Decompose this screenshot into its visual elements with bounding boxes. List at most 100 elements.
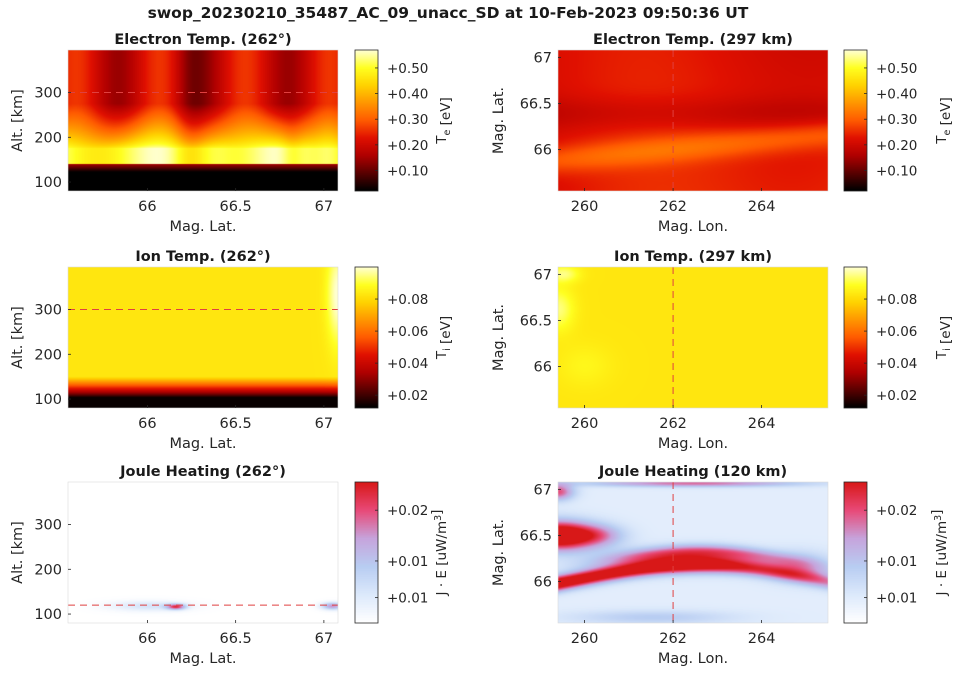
colorbar-tick-label: +0.50 [876,61,917,77]
x-tick-label: 262 [659,416,687,432]
x-tick-label: 264 [748,199,776,215]
colorbar-tick-label: +0.01 [387,591,428,607]
colorbar-tick-label: +0.02 [387,388,428,404]
x-tick-label: 67 [315,416,333,432]
axes-frame [557,481,829,624]
heatmap-image [558,50,828,191]
y-tick-label: 200 [34,347,62,363]
y-axis-label: Alt. [km] [10,521,26,584]
y-tick-label: 100 [34,607,62,623]
colorbar-label: Ti [eV] [434,316,454,360]
panel-title: Ion Temp. (262°) [135,249,270,265]
colorbar-frame [354,49,379,192]
colorbar-tick-label: +0.50 [387,61,428,77]
panel-title: Ion Temp. (297 km) [614,249,772,265]
panel-te-map: Electron Temp. (297 km) 260 262 264 66 66.5 67… [491,32,954,235]
panel-jh-alt: Joule Heating (262°) 66 66.5 67 100 200 300 Mag… [10,464,450,667]
colorbar-label: J · E [uW/m3] [429,510,450,597]
panel-te-alt: Electron Temp. (262°) 66 66.5 67 100 200 300 Ma… [10,32,454,235]
y-tick-label: 67 [534,50,552,66]
x-tick-label: 67 [315,199,333,215]
y-tick-label: 100 [34,392,62,408]
x-tick-label: 264 [748,631,776,647]
colorbar [844,482,867,623]
colorbar-frame [843,49,868,192]
figure-title: swop_20230210_35487_AC_09_unacc_SD at 10… [148,4,749,22]
y-tick-label: 66 [534,143,552,159]
colorbar-tick-label: +0.08 [876,292,917,308]
x-tick-label: 66.5 [219,631,251,647]
colorbar-tick-label: +0.20 [387,138,428,154]
x-tick-label: 260 [571,199,599,215]
heatmap-image [558,267,828,408]
colorbar-tick-label: +0.08 [387,292,428,308]
colorbar-tick-label: +0.10 [387,163,428,179]
y-tick-label: 200 [34,130,62,146]
axes-frame [67,266,339,409]
panel-title: Joule Heating (262°) [119,464,286,480]
colorbar-frame [843,481,868,624]
y-axis-label: Mag. Lat. [491,519,507,586]
x-tick-label: 66 [138,631,156,647]
x-tick-label: 66.5 [219,199,251,215]
x-tick-label: 66 [138,199,156,215]
heatmap-image [68,267,338,408]
x-tick-label: 262 [659,199,687,215]
colorbar-tick-label: +0.01 [387,554,428,570]
x-tick-label: 66 [138,416,156,432]
axes-frame [67,481,339,624]
panel-title: Electron Temp. (297 km) [593,32,793,48]
y-tick-label: 66.5 [520,313,552,329]
colorbar-tick-label: +0.06 [876,324,917,340]
heatmap-image [558,482,828,623]
colorbar [844,50,867,191]
axes-frame [67,49,339,192]
colorbar-tick-label: +0.40 [876,87,917,103]
colorbar-tick-label: +0.30 [876,112,917,128]
colorbar-tick-label: +0.02 [876,388,917,404]
x-tick-label: 264 [748,416,776,432]
y-tick-label: 67 [534,267,552,283]
y-axis-label: Alt. [km] [10,89,26,152]
colorbar-label: Te [eV] [934,97,954,144]
panel-title: Joule Heating (120 km) [598,464,787,480]
colorbar-tick-label: +0.06 [387,324,428,340]
colorbar-tick-label: +0.20 [876,138,917,154]
colorbar-tick-label: +0.04 [876,356,917,372]
heatmap-image [68,50,338,191]
y-tick-label: 67 [534,482,552,498]
y-tick-label: 300 [34,86,62,102]
x-axis-label: Mag. Lon. [658,219,728,235]
colorbar [355,482,378,623]
colorbar-frame [354,266,379,409]
colorbar-tick-label: +0.30 [387,112,428,128]
colorbar-tick-label: +0.04 [387,356,428,372]
x-tick-label: 67 [315,631,333,647]
x-tick-label: 262 [659,631,687,647]
x-tick-label: 260 [571,416,599,432]
axes-frame [557,266,829,409]
y-axis-label: Alt. [km] [10,306,26,369]
colorbar-tick-label: +0.02 [387,503,428,519]
colorbar-label: Ti [eV] [934,316,954,360]
x-axis-label: Mag. Lat. [169,436,236,452]
y-tick-label: 66.5 [520,96,552,112]
colorbar [355,267,378,408]
colorbar-tick-label: +0.40 [387,87,428,103]
y-tick-label: 100 [34,175,62,191]
panel-jh-map: Joule Heating (120 km) 260 262 264 66 66.5 67 M… [491,464,950,667]
x-axis-label: Mag. Lat. [169,219,236,235]
colorbar-tick-label: +0.10 [876,163,917,179]
axes-frame [557,49,829,192]
x-tick-label: 260 [571,631,599,647]
x-axis-label: Mag. Lon. [658,651,728,667]
x-tick-label: 66.5 [219,416,251,432]
y-tick-label: 66 [534,575,552,591]
panel-ti-alt: Ion Temp. (262°) 66 66.5 67 100 200 300 Mag. La… [10,249,454,452]
colorbar [355,50,378,191]
panel-title: Electron Temp. (262°) [114,32,291,48]
y-tick-label: 66.5 [520,528,552,544]
y-tick-label: 200 [34,562,62,578]
x-axis-label: Mag. Lon. [658,436,728,452]
